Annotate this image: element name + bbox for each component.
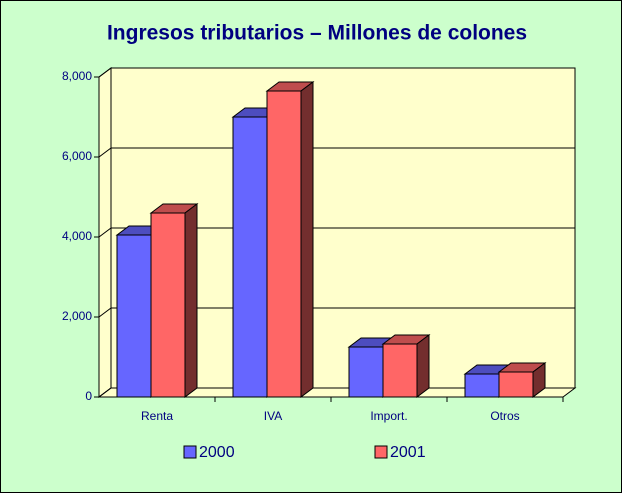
- bar-front: [498, 371, 534, 398]
- legend-label: 2001: [390, 444, 426, 461]
- bar-front: [348, 346, 384, 398]
- y-tick-label: 6,000: [62, 149, 92, 163]
- bar-front: [382, 343, 418, 398]
- x-tick-label: Renta: [141, 409, 173, 423]
- y-tick-label: 0: [85, 389, 92, 403]
- x-tick-label: Otros: [490, 409, 519, 423]
- bar-side: [300, 81, 314, 398]
- bar-side: [184, 203, 198, 398]
- bar-side: [532, 362, 546, 398]
- bar-front: [150, 212, 186, 398]
- grid-line: [98, 147, 575, 158]
- bar-front: [232, 116, 268, 398]
- grid-line: [98, 227, 575, 238]
- x-tick-label: IVA: [264, 409, 282, 423]
- legend-swatch: [374, 445, 388, 459]
- y-tick-label: 4,000: [62, 229, 92, 243]
- grid-line: [98, 67, 575, 78]
- x-tick-label: Import.: [370, 409, 407, 423]
- y-tick-label: 2,000: [62, 309, 92, 323]
- bar: [149, 203, 199, 398]
- chart-title: Ingresos tributarios – Millones de colon…: [107, 22, 527, 45]
- y-tick-label: 8,000: [62, 69, 92, 83]
- bar: [497, 362, 547, 398]
- legend-swatch: [183, 445, 197, 459]
- bar: [381, 334, 431, 398]
- bar: [265, 81, 315, 398]
- bar-side: [416, 334, 430, 398]
- legend-label: 2000: [199, 444, 235, 461]
- grid-line: [98, 307, 575, 318]
- bar-front: [266, 90, 302, 398]
- bar-front: [464, 373, 500, 398]
- bar-front: [116, 234, 152, 398]
